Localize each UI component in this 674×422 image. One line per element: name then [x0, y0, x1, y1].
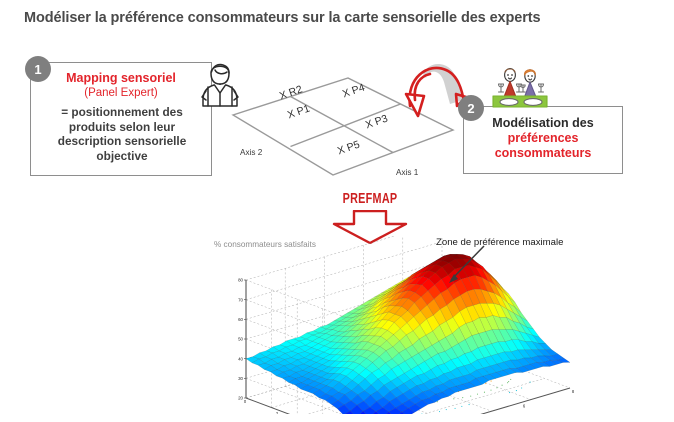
step2-badge: 2 — [458, 95, 484, 121]
step1-body-line3: description sensorielle — [57, 134, 187, 148]
sensory-map: X R2 X P1 X P4 X P3 X P5 Axis 2 Axis 1 — [228, 58, 468, 188]
map-axis2-label: Axis 2 — [240, 148, 263, 157]
step2-line3: consommateurs — [494, 146, 592, 160]
step1-badge: 1 — [25, 56, 51, 82]
expert-woman-icon — [201, 63, 239, 107]
svg-text:6: 6 — [523, 404, 526, 409]
chart-zone-note: Zone de préférence maximale — [436, 237, 564, 248]
svg-text:8: 8 — [572, 389, 575, 394]
down-arrow-red-icon — [332, 210, 408, 244]
page-title: Modéliser la préférence consommateurs su… — [24, 10, 541, 26]
svg-text:2: 2 — [276, 411, 279, 414]
step1-body-line2: produits selon leur — [68, 119, 176, 134]
step2-line1: Modélisation des — [492, 116, 594, 130]
svg-text:30: 30 — [238, 376, 243, 381]
step1-title: Mapping sensoriel — [66, 71, 176, 85]
svg-text:40: 40 — [238, 356, 243, 361]
svg-text:0: 0 — [244, 399, 247, 404]
consumers-at-table-icon — [492, 68, 548, 108]
step1-subtitle: (Panel Expert) — [84, 87, 158, 99]
prefmap-surface-chart: % consommateurs satisfaits Zone de préfé… — [214, 221, 634, 422]
svg-text:50: 50 — [238, 337, 243, 342]
step1-body-line1: = positionnement des — [61, 105, 183, 119]
step1-box: Mapping sensoriel (Panel Expert) = posit… — [30, 62, 212, 176]
surface-plot: 203040506070800246802468 — [238, 221, 575, 422]
step1-body: = positionnement des produits selon leur… — [35, 105, 209, 163]
prefmap-label: PREFMAP — [342, 190, 398, 207]
chart-zaxis-note: % consommateurs satisfaits — [214, 240, 316, 249]
curved-red-arrow — [404, 63, 468, 118]
svg-text:80: 80 — [238, 278, 243, 283]
svg-text:70: 70 — [238, 297, 243, 302]
step2-line2: préférences — [507, 131, 579, 145]
step2-box: Modélisation des préférences consommateu… — [463, 106, 623, 174]
svg-text:60: 60 — [238, 317, 243, 322]
zone-annotation-arrow — [449, 245, 485, 283]
step1-body-line4: objective — [96, 148, 148, 163]
axis-ticks-layer: 203040506070800246802468 — [238, 278, 575, 422]
map-axis1-label: Axis 1 — [396, 168, 419, 177]
surface-mesh-layer — [245, 254, 571, 422]
sensory-map-plane — [231, 77, 455, 176]
prefmap-callout: PREFMAP — [322, 190, 418, 244]
svg-text:20: 20 — [238, 396, 243, 401]
